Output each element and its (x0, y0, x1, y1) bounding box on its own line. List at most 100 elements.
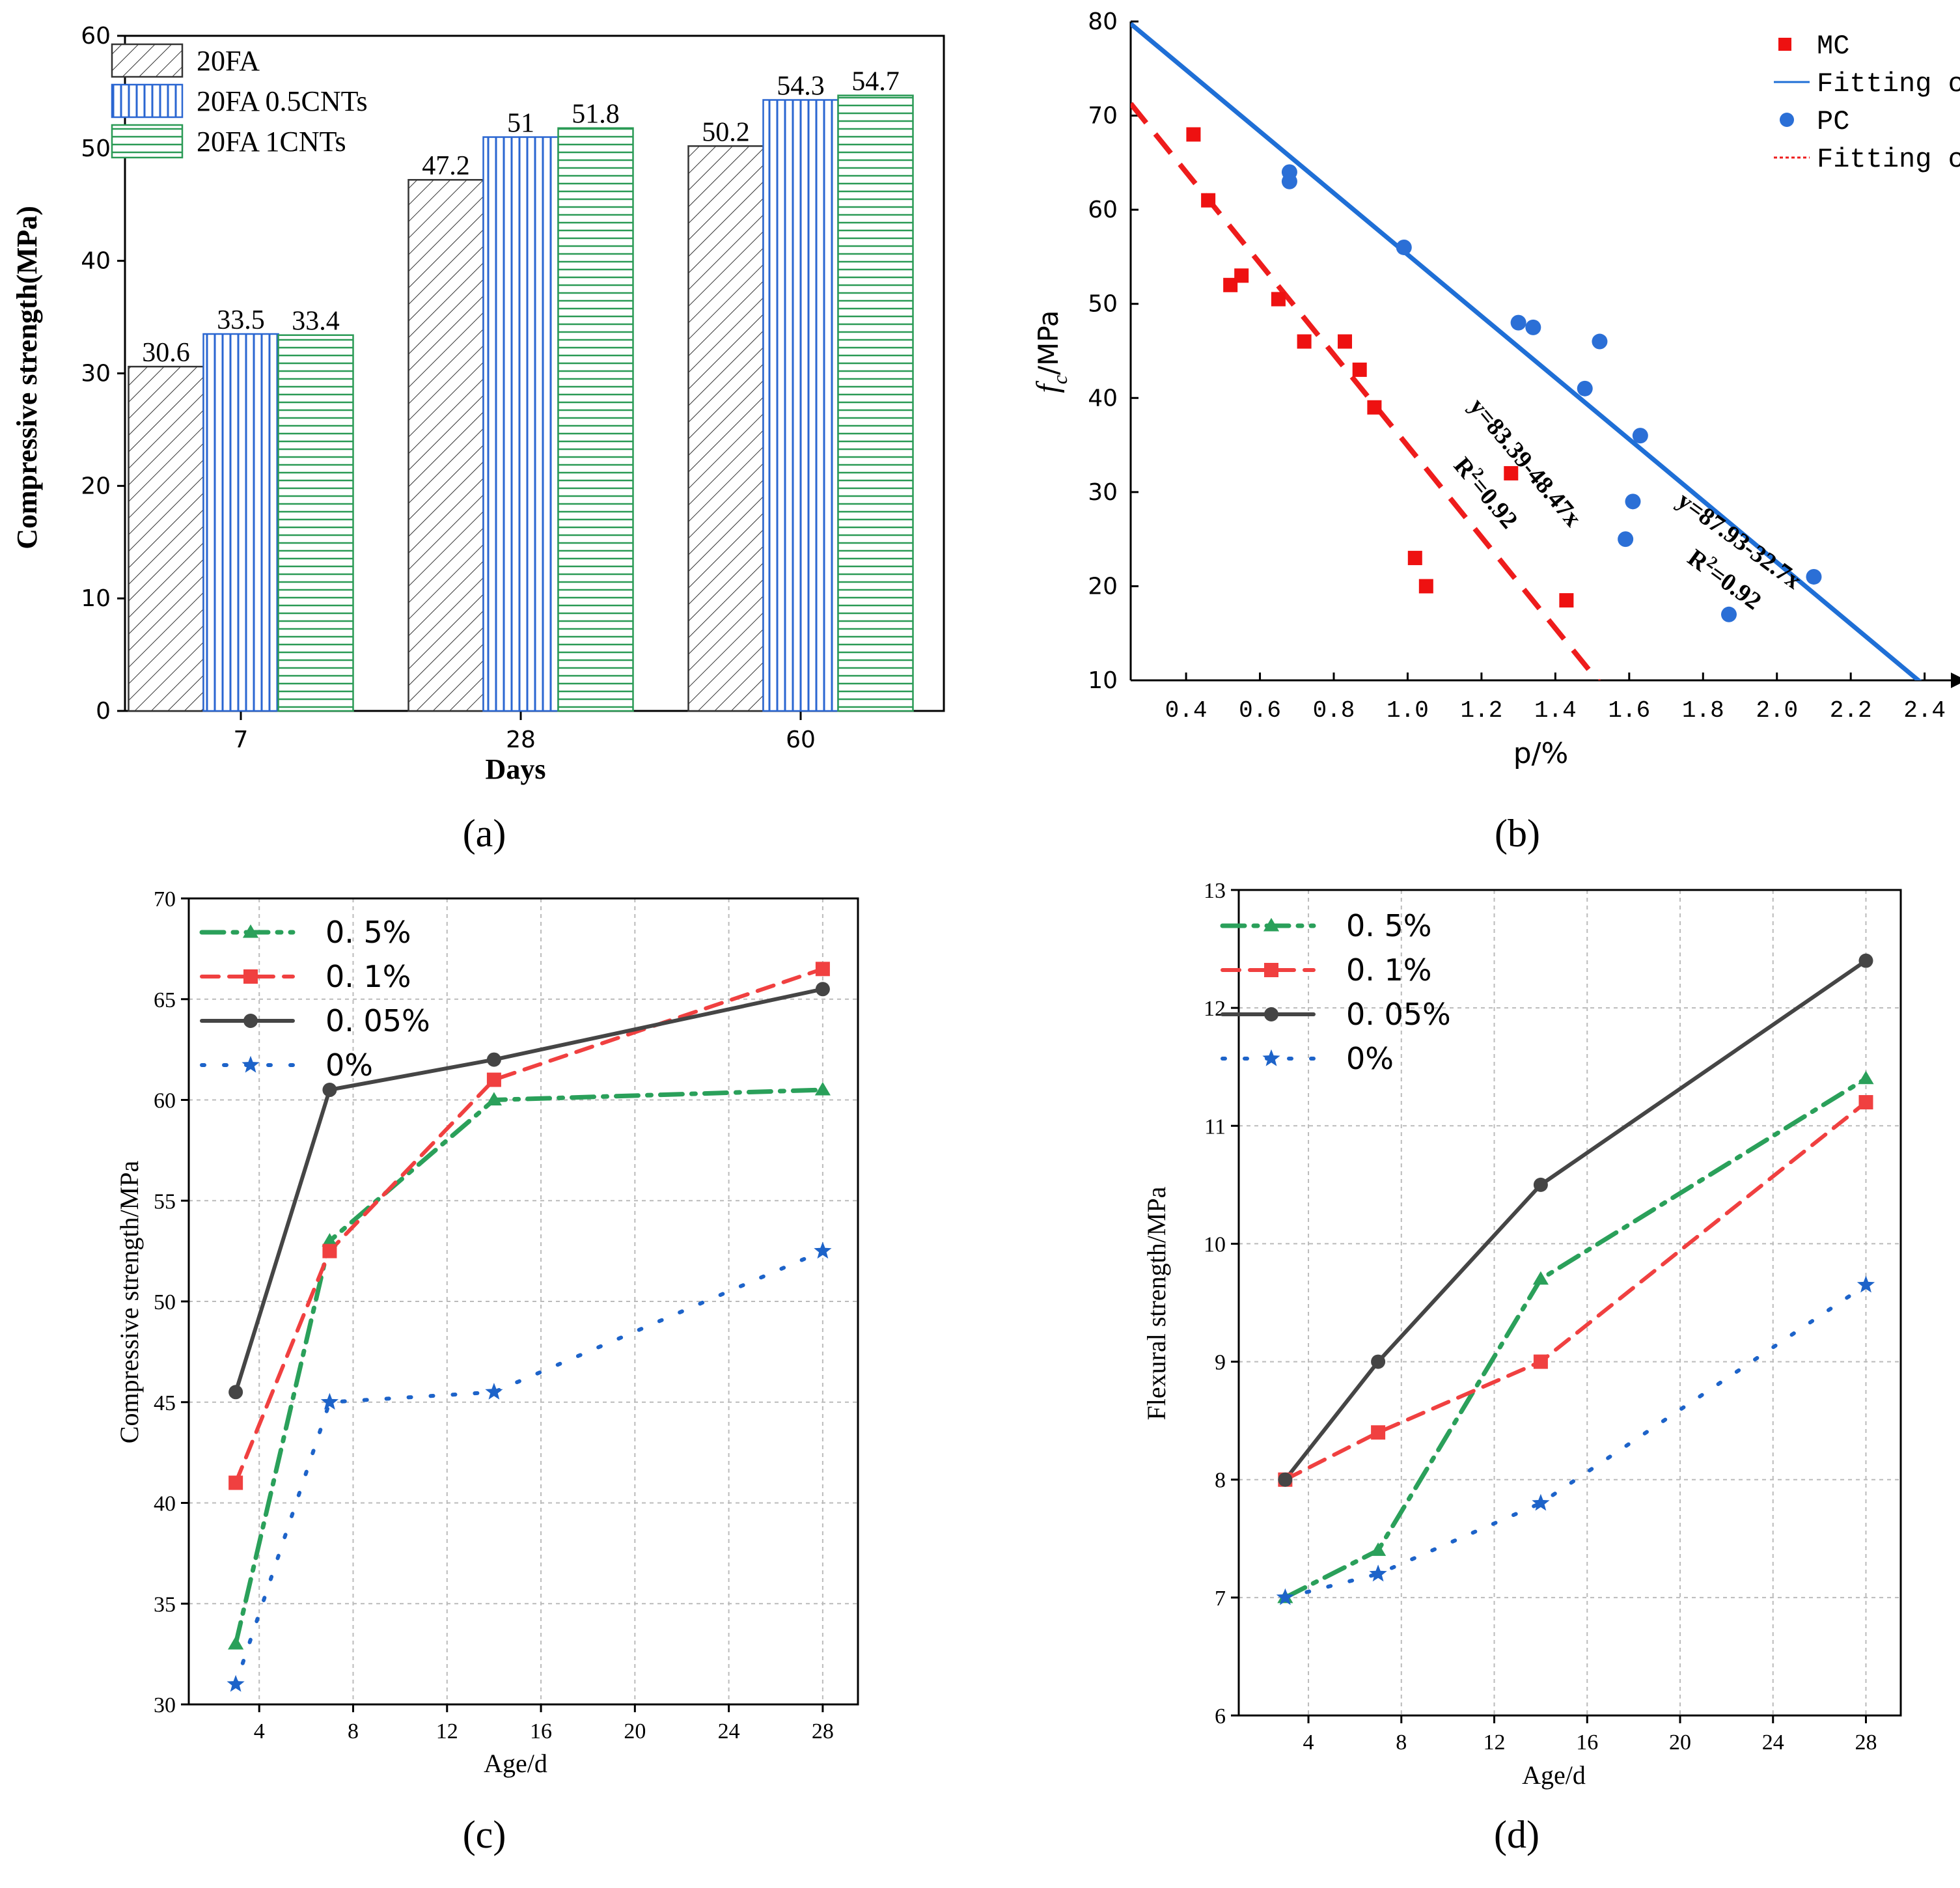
star-marker (485, 1383, 503, 1400)
x-tick-label: 16 (1576, 1730, 1598, 1755)
x-tick-label: 24 (718, 1719, 740, 1743)
mc-point (1504, 465, 1519, 480)
mc-point (1407, 551, 1422, 566)
y-tick-label: 12 (1204, 997, 1226, 1021)
x-axis-title: p/% (1513, 737, 1569, 770)
bar-value-label: 54.7 (851, 67, 900, 97)
square-marker (1371, 1425, 1386, 1440)
mc-point (1223, 277, 1238, 292)
x-tick-label: 0.8 (1313, 697, 1355, 724)
y-axis-title: Compressive strength(MPa) (11, 206, 43, 549)
series-line (234, 1249, 825, 1686)
y-tick-label: 13 (1204, 879, 1226, 903)
y-tick-label: 50 (154, 1290, 176, 1314)
y-tick-label: 10 (81, 585, 111, 612)
legend-label: 0% (1346, 1041, 1394, 1076)
panel-b: 10 20 30 40 50 60 70 80 0.4 0.6 0.8 1.0 1.2 1.4 1.6 1.8… (980, 0, 1960, 866)
pc-point (1525, 319, 1541, 335)
mc-equation: y=83.39-48.47x (1464, 393, 1587, 532)
x-tick-label: 7 (234, 727, 249, 753)
star-marker (1856, 1275, 1875, 1293)
legend-swatch (111, 124, 184, 159)
legend-label: 0. 1% (1346, 952, 1432, 988)
legend-label: Fitting curve (1817, 68, 1960, 100)
bar-20fa-0.5cnts (762, 99, 839, 712)
y-tick-label: 80 (1088, 8, 1118, 35)
x-tick-label: 2.0 (1756, 697, 1798, 724)
fit-line-pc (1131, 21, 1922, 680)
pc-point (1625, 493, 1641, 510)
triangle-marker (1263, 917, 1280, 932)
series-markers (228, 1081, 831, 1650)
triangle-marker (814, 1081, 831, 1096)
y-tick-label: 10 (1088, 667, 1118, 694)
y-tick-label: 20 (81, 473, 111, 499)
star-marker (320, 1393, 338, 1410)
legend-label: 20FA 0.5CNTs (197, 85, 368, 117)
x-tick-label: 4 (1303, 1730, 1314, 1755)
square-marker (322, 1243, 337, 1258)
star-marker (814, 1242, 832, 1259)
circle-marker (1278, 1472, 1293, 1487)
x-tick-label: 12 (436, 1719, 458, 1743)
bar-value-label: 30.6 (142, 338, 190, 368)
circle-marker (1371, 1354, 1386, 1369)
x-tick-label: 0.4 (1165, 697, 1208, 724)
pc-point (1720, 606, 1737, 622)
circle-marker (228, 1385, 243, 1400)
chart-b: 10 20 30 40 50 60 70 80 0.4 0.6 0.8 1.0 1.2 1.4 1.6 1.8… (1030, 8, 1960, 855)
triangle-marker (322, 1233, 338, 1247)
bar-20fa-0.5cnts (482, 136, 559, 712)
mc-point (1367, 400, 1382, 415)
x-tick-label: 28 (812, 1719, 834, 1743)
y-tick-label: 11 (1204, 1115, 1226, 1139)
x-tick-label: 8 (348, 1719, 359, 1743)
bar-20fa (128, 365, 204, 712)
circle-marker (1858, 953, 1873, 968)
pc-point (1577, 380, 1593, 396)
mc-point (1297, 334, 1312, 349)
y-tick-label: 40 (154, 1492, 176, 1516)
series-markers (227, 1242, 832, 1692)
x-tick-label: 20 (1669, 1730, 1691, 1755)
star-marker (242, 1055, 260, 1073)
pc-point (1396, 239, 1412, 255)
pc-point (1632, 428, 1648, 444)
square-marker (1858, 1095, 1873, 1110)
y-tick-label: 50 (81, 135, 111, 162)
panel-label: (c) (463, 1813, 506, 1856)
x-tick-label: 1.2 (1461, 697, 1503, 724)
x-tick-label: 0.6 (1239, 697, 1281, 724)
series-line (234, 987, 825, 1395)
series-markers (228, 962, 830, 1490)
series-line (1283, 1283, 1868, 1600)
y-tick-label: 35 (154, 1592, 176, 1617)
circle-marker (1264, 1007, 1278, 1021)
x-axis-title: Age/d (484, 1749, 547, 1778)
y-tick-label: 7 (1215, 1587, 1226, 1611)
panel-c: 30 35 40 45 50 55 60 65 70 4 8 12 16 20 24 28 0. 5% 0. 1%… (0, 866, 980, 1885)
square-marker (1264, 963, 1278, 977)
series-line (1283, 1100, 1868, 1482)
legend-label: 20FA 1CNTs (197, 126, 346, 158)
bar-value-label: 54.3 (777, 72, 825, 102)
triangle-marker (228, 1636, 244, 1650)
fit-line-mc (1131, 102, 1601, 680)
chart-d: 6 7 8 9 10 11 12 13 4 8 12 16 20 24 28 0. 5% 0. 1% 0. 05%… (1142, 879, 1902, 1856)
series-markers (1278, 1095, 1873, 1487)
fit-lines (1131, 21, 1922, 680)
pc-point (1806, 568, 1822, 585)
bar-20fa-1cnts (557, 127, 634, 712)
legend-pc-marker (1780, 113, 1794, 127)
pc-point (1618, 531, 1634, 548)
panel-d: 6 7 8 9 10 11 12 13 4 8 12 16 20 24 28 0. 5% 0. 1% 0. 05%… (980, 866, 1960, 1885)
y-tick-label: 0 (96, 698, 111, 725)
y-tick-label: 20 (1088, 573, 1118, 600)
x-tick-label: 28 (506, 727, 536, 753)
legend-label: 0. 05% (1346, 997, 1451, 1032)
y-tick-label: 30 (154, 1693, 176, 1717)
x-tick-label: 24 (1762, 1730, 1784, 1755)
y-tick-label: 6 (1215, 1704, 1226, 1728)
circle-marker (1533, 1177, 1548, 1192)
y-tick-label: 30 (1088, 479, 1118, 506)
